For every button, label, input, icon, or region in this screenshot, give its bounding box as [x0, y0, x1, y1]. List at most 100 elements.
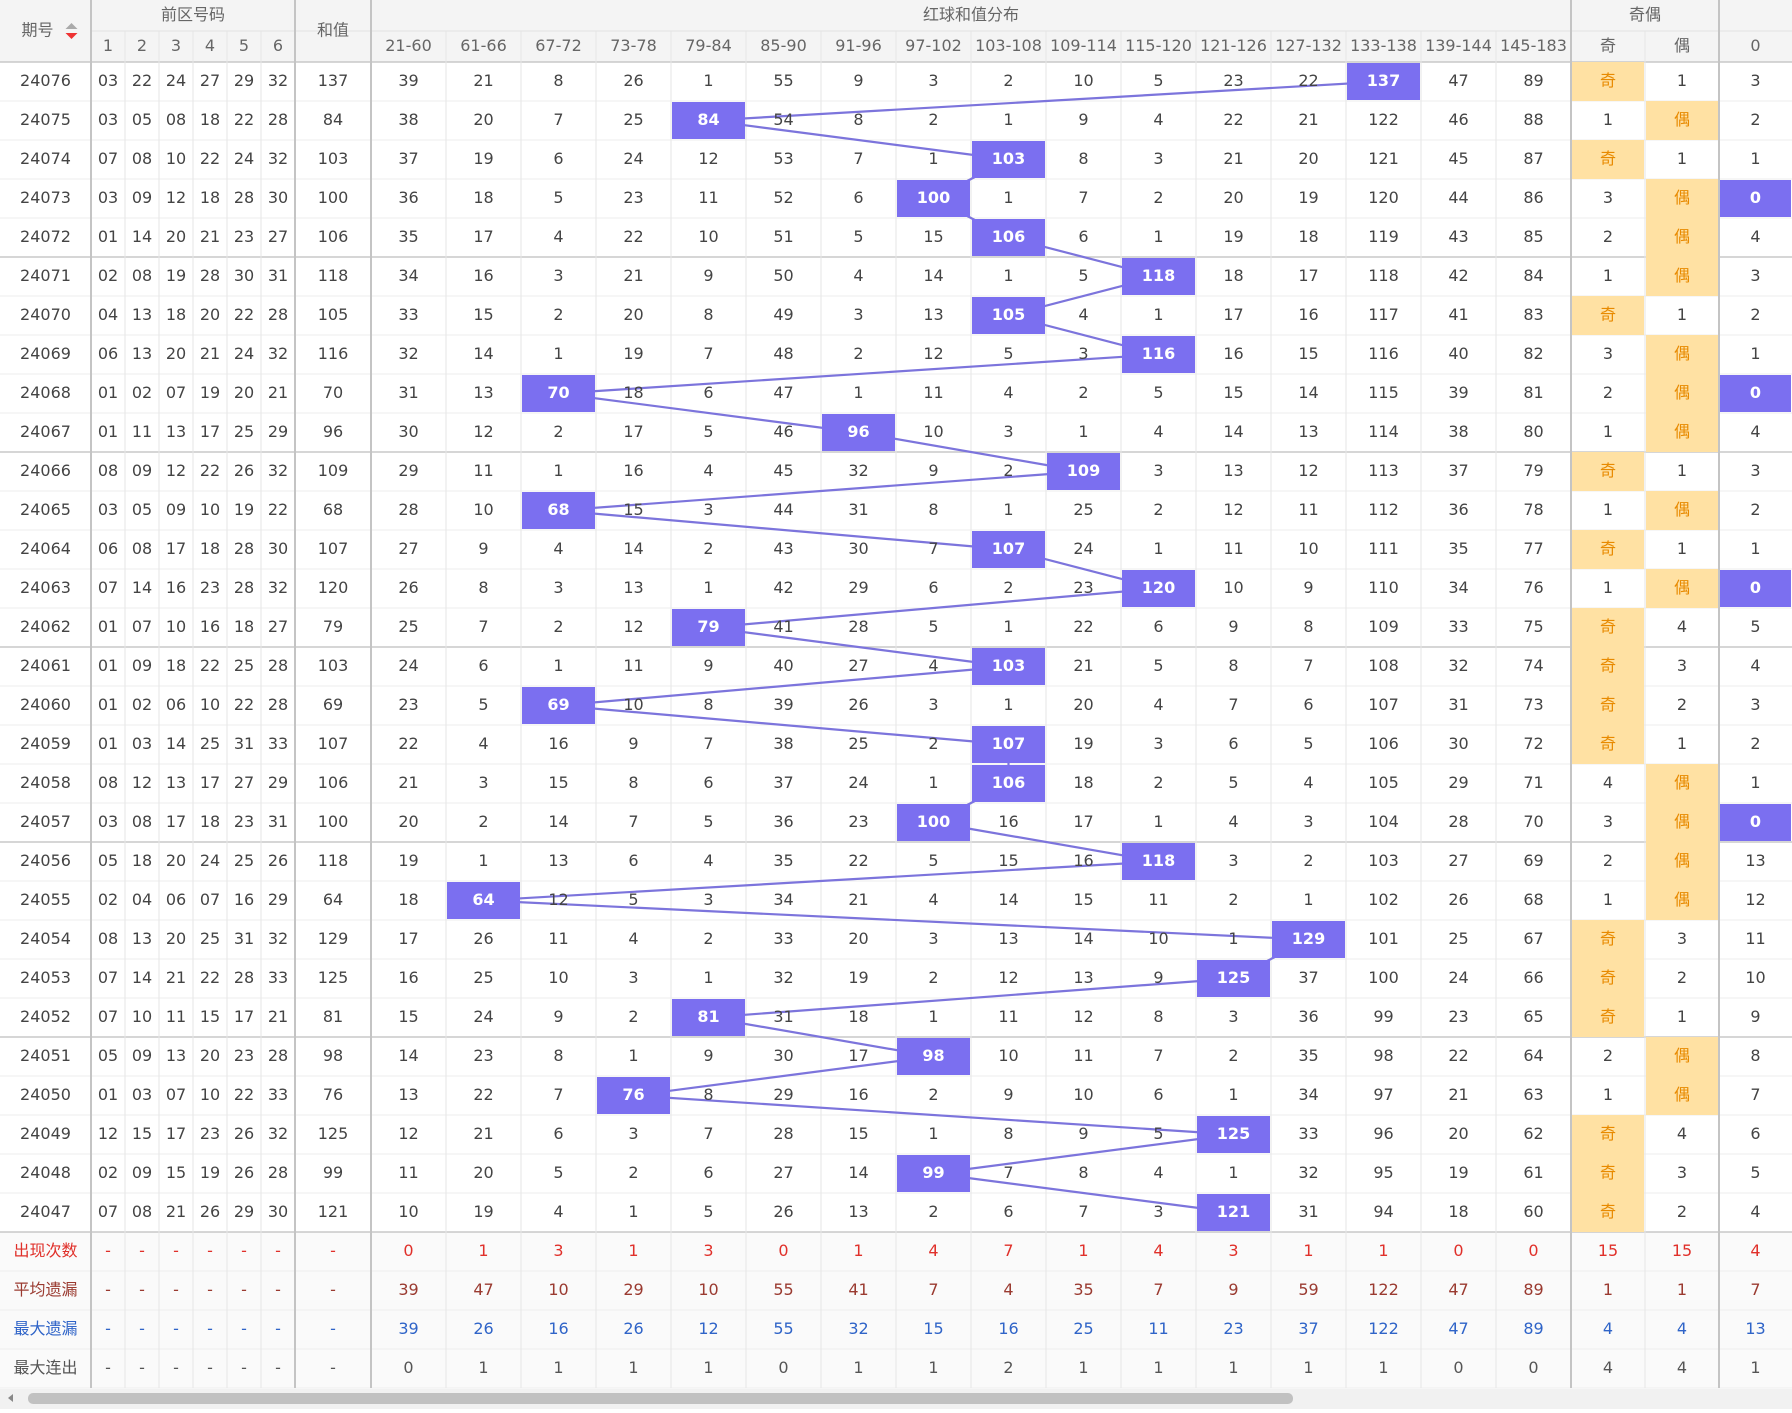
trend-line	[558, 392, 859, 434]
miss-count: 4	[703, 461, 713, 480]
miss-count: 0	[778, 1358, 788, 1377]
issue: 24052	[20, 1007, 71, 1026]
front-number: -	[139, 1280, 145, 1299]
front-number: -	[275, 1241, 281, 1260]
miss-count: 12	[548, 890, 568, 909]
sum: -	[330, 1358, 336, 1377]
miss-count: 3	[1153, 461, 1163, 480]
front-number: 28	[268, 305, 288, 324]
miss-count: 12	[1223, 500, 1243, 519]
miss-count: 4	[553, 227, 563, 246]
miss-count: 20	[1448, 1124, 1468, 1143]
miss-count: 1	[628, 1358, 638, 1377]
miss-count: 21	[1448, 1085, 1468, 1104]
hit-box	[1122, 843, 1195, 880]
front-number: -	[173, 1241, 179, 1260]
last-value: 0	[1750, 812, 1761, 831]
front-number: -	[173, 1319, 179, 1338]
trend-line	[708, 977, 1234, 1019]
miss-count: 8	[1003, 1124, 1013, 1143]
miss-count: 40	[773, 656, 793, 675]
sum: 99	[323, 1163, 343, 1182]
last-value: 1	[1750, 149, 1760, 168]
miss-count: 3	[553, 1241, 563, 1260]
parity-miss: 1	[1677, 71, 1687, 90]
hit-value: 106	[992, 773, 1025, 792]
miss-count: 4	[1153, 110, 1163, 129]
last-hit	[1720, 804, 1791, 841]
miss-count: 105	[1368, 773, 1399, 792]
sum: 106	[318, 227, 349, 246]
hit-box	[672, 609, 745, 646]
miss-count: 25	[398, 617, 418, 636]
issue: 24058	[20, 773, 71, 792]
miss-count: 7	[703, 734, 713, 753]
scroll-left[interactable]	[8, 1394, 13, 1402]
miss-count: 5	[1153, 383, 1163, 402]
front-number: 05	[98, 1046, 118, 1065]
front-number: 23	[234, 1046, 254, 1065]
front-number: 28	[268, 656, 288, 675]
miss-count: 3	[928, 71, 938, 90]
sum: -	[330, 1280, 336, 1299]
front-number: 25	[200, 929, 220, 948]
front-col: 5	[239, 36, 249, 55]
miss-count: 25	[1448, 929, 1468, 948]
miss-count: 5	[703, 1202, 713, 1221]
miss-count: 1	[553, 656, 563, 675]
miss-count: 14	[473, 344, 493, 363]
miss-count: 17	[1073, 812, 1093, 831]
miss-count: 6	[703, 383, 713, 402]
miss-count: 17	[473, 227, 493, 246]
miss-count: 36	[398, 188, 418, 207]
miss-count: 23	[1448, 1007, 1468, 1026]
miss-count: 32	[848, 461, 868, 480]
miss-count: 41	[1448, 305, 1468, 324]
front-number: 18	[200, 110, 220, 129]
miss-count: 2	[928, 1085, 938, 1104]
sum: 79	[323, 617, 343, 636]
trend-line	[558, 353, 1159, 395]
miss-count: 25	[623, 110, 643, 129]
miss-count: 47	[1448, 71, 1468, 90]
parity-hit	[1572, 140, 1644, 179]
front-number: 25	[234, 422, 254, 441]
front-number: 32	[268, 344, 288, 363]
miss-count: 4	[928, 656, 938, 675]
miss-count: 2	[928, 734, 938, 753]
front-number: 28	[268, 1046, 288, 1065]
miss-count: 14	[923, 266, 943, 285]
miss-count: 3	[553, 266, 563, 285]
hit-box	[1197, 1194, 1270, 1231]
miss-count: 30	[773, 1046, 793, 1065]
parity-hit	[1646, 101, 1718, 140]
hit-box	[522, 492, 595, 529]
miss-count: 43	[1448, 227, 1468, 246]
parity-hit	[1646, 842, 1718, 881]
miss-count: 112	[1368, 500, 1399, 519]
last-value: 11	[1745, 929, 1765, 948]
miss-count: 12	[923, 344, 943, 363]
miss-count: 20	[473, 1163, 493, 1182]
last-value: 3	[1750, 461, 1760, 480]
hit-box	[972, 726, 1045, 763]
hit-value: 107	[992, 734, 1025, 753]
miss-count: 19	[1298, 188, 1318, 207]
front-number: 26	[234, 1124, 254, 1143]
miss-count: 15	[623, 500, 643, 519]
parity-miss: 2	[1677, 968, 1687, 987]
trend-line	[933, 821, 1159, 863]
miss-count: 1	[928, 1007, 938, 1026]
front-number: 22	[234, 305, 254, 324]
hit-box	[672, 999, 745, 1036]
parity-miss: 4	[1603, 773, 1613, 792]
miss-count: 9	[1228, 617, 1238, 636]
miss-count: 15	[923, 1319, 943, 1338]
miss-count: 26	[1448, 890, 1468, 909]
miss-count: 117	[1368, 305, 1399, 324]
scroll-thumb[interactable]	[28, 1393, 1293, 1404]
miss-count: 1	[553, 344, 563, 363]
miss-count: 96	[1373, 1124, 1393, 1143]
miss-count: 16	[848, 1085, 868, 1104]
front-number: 33	[268, 1085, 288, 1104]
